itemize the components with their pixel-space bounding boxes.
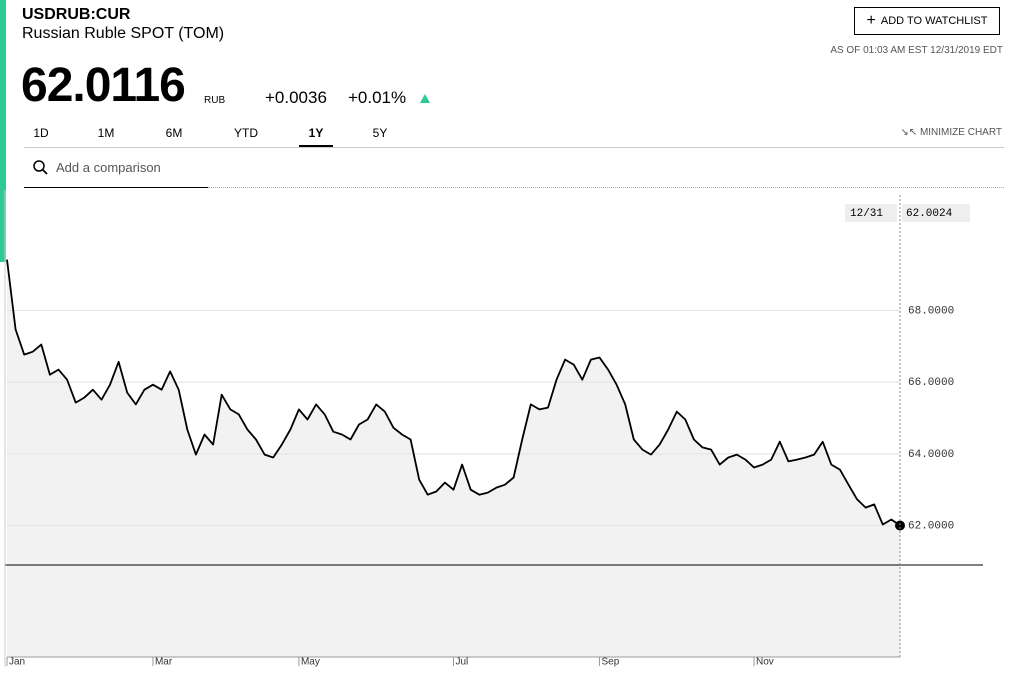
tooltip-date-box [845, 204, 897, 222]
tooltip-value: 62.0024 [906, 208, 953, 220]
up-arrow [420, 94, 430, 103]
x-tick-label: Jan [9, 657, 25, 668]
change: +0.0036 [265, 88, 327, 107]
y-tick-label: 66.0000 [908, 377, 954, 389]
currency: RUB [204, 95, 226, 106]
dotted-separator [208, 187, 1004, 188]
change-percent: +0.01% [348, 88, 407, 107]
minimize-label: MINIMIZE CHART [919, 127, 1002, 138]
price-line [6, 259, 901, 527]
as-of: AS OF 01:03 AM EST 12/31/2019 EDT [830, 45, 1003, 56]
last-point [895, 520, 905, 531]
range-tab[interactable]: YTD [234, 126, 258, 140]
watchlist-label: ADD TO WATCHLIST [880, 15, 988, 27]
tooltip-date: 12/31 [850, 208, 883, 220]
x-tick-label: Nov [756, 657, 774, 668]
range-tab[interactable]: 1Y [299, 126, 333, 147]
accent-bar [0, 0, 6, 262]
instrument-name: Russian Ruble SPOT (TOM) [22, 25, 225, 42]
input-underline [24, 187, 208, 188]
range-tab[interactable]: 6M [165, 126, 183, 140]
plus-icon: + [866, 12, 876, 29]
minimize-chart[interactable]: ↘↖ MINIMIZE CHART [900, 127, 1002, 138]
x-tick-label: Mar [155, 657, 173, 668]
separator [24, 147, 1004, 148]
y-tick-label: 62.0000 [908, 520, 954, 532]
x-tick-label: Sep [601, 657, 619, 668]
range-tab[interactable]: 1D [33, 126, 49, 140]
area [7, 259, 900, 657]
range-tab[interactable]: 5Y [372, 126, 388, 140]
search-icon [33, 160, 48, 175]
minimize-icon: ↘↖ [900, 127, 920, 138]
tooltip-value-box [902, 204, 970, 222]
symbol: USDRUB:CUR [22, 6, 131, 23]
x-tick-label: May [301, 657, 320, 668]
comparison-input[interactable]: Add a comparison [56, 160, 161, 175]
y-tick-label: 68.0000 [908, 305, 954, 317]
price: 62.0116 [21, 59, 186, 112]
x-tick-label: Jul [456, 657, 469, 668]
y-tick-label: 64.0000 [908, 449, 954, 461]
watchlist-button[interactable]: + ADD TO WATCHLIST [854, 7, 1000, 35]
range-tab[interactable]: 1M [97, 126, 115, 140]
